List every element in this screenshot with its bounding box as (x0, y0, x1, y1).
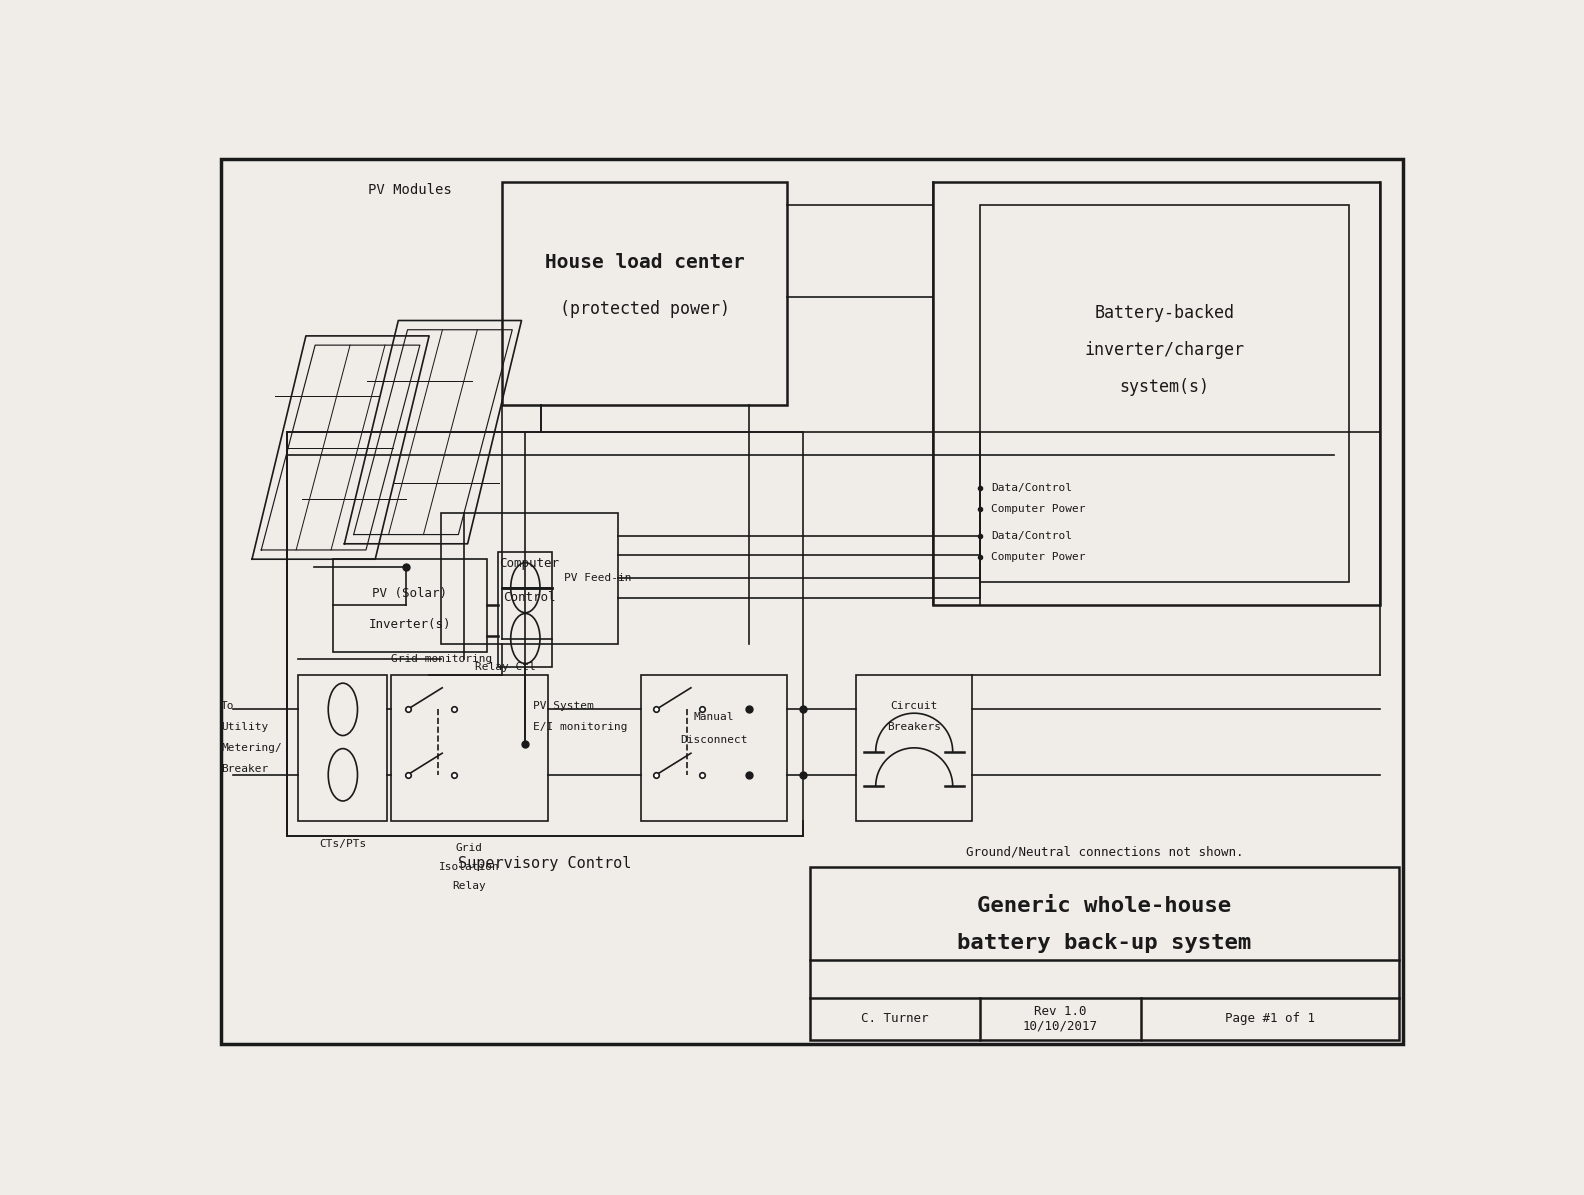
Text: inverter/charger: inverter/charger (1085, 341, 1245, 358)
Text: C. Turner: C. Turner (862, 1012, 928, 1025)
Text: Breakers: Breakers (887, 722, 941, 733)
Bar (298, 675, 386, 821)
Bar (287, 433, 803, 836)
Text: Generic whole-house: Generic whole-house (977, 896, 1231, 915)
Text: Disconnect: Disconnect (680, 735, 748, 746)
Text: system(s): system(s) (1120, 378, 1210, 396)
Text: Circuit: Circuit (890, 700, 938, 711)
Text: Grid monitoring: Grid monitoring (391, 655, 493, 664)
Text: (protected power): (protected power) (559, 300, 730, 318)
Text: Control: Control (504, 592, 556, 605)
Text: Utility: Utility (222, 722, 268, 733)
Text: PV Modules: PV Modules (367, 183, 451, 197)
Text: Relay: Relay (453, 882, 486, 891)
Text: Inverter(s): Inverter(s) (369, 618, 451, 631)
Bar (857, 675, 973, 821)
Bar (440, 513, 618, 644)
Bar (391, 675, 548, 821)
Text: Manual: Manual (694, 712, 735, 722)
Text: Breaker: Breaker (222, 764, 268, 773)
Text: To: To (222, 700, 234, 711)
Text: Isolation: Isolation (439, 863, 499, 872)
Text: PV System: PV System (534, 700, 594, 711)
Text: Data/Control: Data/Control (992, 483, 1072, 494)
Text: E/I monitoring: E/I monitoring (534, 722, 627, 733)
Bar (499, 552, 553, 667)
Bar (642, 675, 787, 821)
Text: battery back-up system: battery back-up system (957, 932, 1251, 952)
Text: Page #1 of 1: Page #1 of 1 (1224, 1012, 1315, 1025)
Text: Computer Power: Computer Power (992, 552, 1085, 562)
Bar (811, 868, 1399, 1041)
Text: Metering/: Metering/ (222, 743, 282, 753)
Text: Relay Ctl: Relay Ctl (475, 662, 535, 672)
Text: Supervisory Control: Supervisory Control (458, 856, 632, 871)
Bar (333, 559, 486, 651)
Text: PV (Solar): PV (Solar) (372, 588, 447, 600)
Bar (979, 206, 1350, 582)
Text: Ground/Neutral connections not shown.: Ground/Neutral connections not shown. (966, 845, 1243, 858)
Text: Battery-backed: Battery-backed (1095, 304, 1234, 321)
Text: Rev 1.0
10/10/2017: Rev 1.0 10/10/2017 (1023, 1005, 1098, 1032)
Text: CTs/PTs: CTs/PTs (320, 839, 366, 850)
Text: Grid: Grid (456, 842, 483, 853)
Text: Computer: Computer (499, 557, 559, 570)
Text: House load center: House load center (545, 253, 744, 272)
Text: Data/Control: Data/Control (992, 531, 1072, 541)
Bar (933, 182, 1380, 606)
Text: PV Feed-in: PV Feed-in (564, 574, 632, 583)
Bar (502, 182, 787, 405)
Text: Computer Power: Computer Power (992, 504, 1085, 514)
